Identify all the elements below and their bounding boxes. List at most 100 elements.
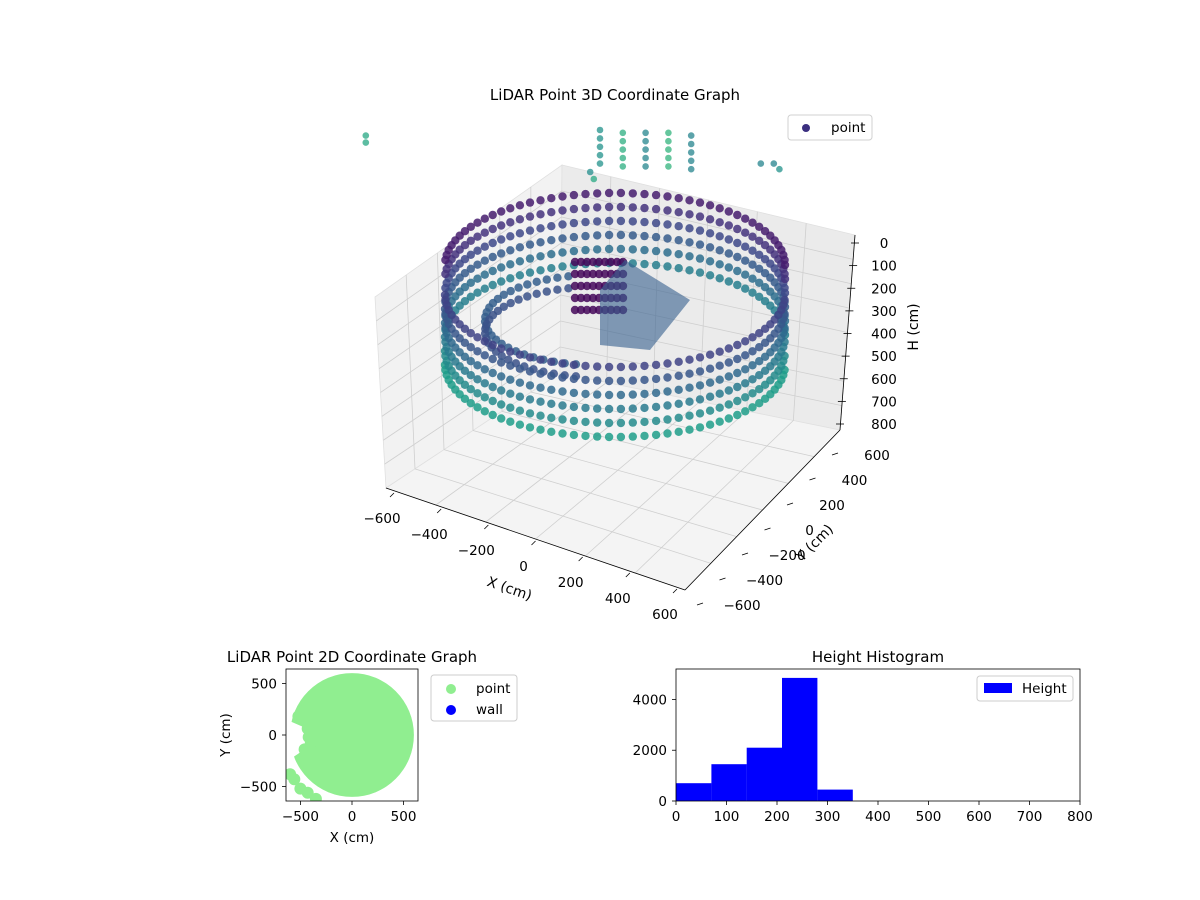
chart-2d-title: LiDAR Point 2D Coordinate Graph (227, 648, 477, 666)
y-tick-label-2d: 500 (251, 676, 277, 692)
outlier-point-3d (619, 154, 627, 162)
point-3d (569, 232, 579, 242)
point-3d (674, 264, 683, 273)
histogram-bar (676, 783, 712, 801)
x-tick-label-3d: −200 (458, 543, 495, 559)
point-3d (663, 206, 672, 215)
x-ticks-3d: −600 −400 −200 0 200 400 600 (363, 492, 678, 623)
point-3d (506, 375, 515, 384)
point-3d (547, 399, 556, 408)
point-3d (715, 218, 724, 227)
point-3d (536, 411, 545, 420)
point-3d (480, 256, 489, 265)
point-3d (570, 293, 580, 303)
point-3d (695, 381, 705, 390)
dense-point-region (600, 260, 690, 350)
point-3d (733, 396, 742, 406)
point-3d (460, 394, 470, 403)
point-3d (569, 360, 579, 370)
point-3d (755, 371, 764, 380)
point-3d (473, 288, 482, 297)
outlier-point-3d (586, 168, 594, 176)
point-3d (547, 357, 556, 366)
point-3d (473, 347, 482, 356)
point-3d (674, 371, 683, 380)
point-3d (497, 372, 506, 381)
point-3d (663, 429, 672, 438)
point-3d (570, 269, 580, 279)
point-3d (581, 431, 590, 441)
point-3d (594, 269, 604, 279)
point-3d (640, 431, 649, 441)
point-3d (674, 222, 683, 231)
point-3d (741, 379, 750, 388)
point-3d (628, 245, 637, 254)
point-3d (604, 202, 614, 212)
point-3d (525, 212, 535, 221)
point-3d (640, 217, 649, 227)
histogram-chart: Height Histogram 0 100 200 300 400 500 600 700 8… (633, 648, 1093, 825)
legend-2d-marker-wall (446, 705, 456, 715)
point-2d (309, 792, 322, 801)
y-ticks-2d: 500 0 −500 (240, 676, 286, 796)
point-3d (628, 432, 637, 441)
point-3d (695, 226, 705, 235)
legend-2d[interactable]: point wall (430, 674, 518, 722)
point-3d (780, 260, 790, 270)
point-3d (685, 266, 694, 275)
point-3d (506, 417, 515, 426)
point-3d (558, 429, 567, 438)
point-3d (741, 242, 750, 251)
point-3d (480, 228, 489, 237)
point-3d (497, 221, 506, 230)
histogram-x-tick-label: 300 (815, 809, 841, 825)
y-tick-label-3d: −400 (746, 573, 783, 589)
legend-3d[interactable]: point (787, 114, 873, 141)
y-tick-label-2d: −500 (240, 780, 277, 796)
point-3d (616, 216, 626, 226)
outlier-point-3d (665, 163, 672, 170)
point-3d (525, 226, 535, 235)
point-3d (569, 374, 579, 384)
point-3d (488, 238, 497, 248)
z-tick-label-3d: 400 (871, 327, 897, 343)
point-3d (515, 420, 525, 429)
point-cloud-3d (362, 126, 790, 442)
point-3d (705, 271, 715, 280)
point-3d (628, 362, 637, 371)
point-3d (760, 394, 770, 403)
legend-histogram[interactable]: Height (976, 675, 1074, 702)
outlier-point-3d (687, 157, 695, 165)
point-3d (532, 277, 541, 286)
point-3d (558, 248, 567, 257)
point-3d (685, 196, 694, 205)
point-3d (651, 218, 661, 228)
histogram-x-tick-label: 100 (714, 809, 740, 825)
legend-3d-label: point (831, 120, 865, 136)
z-tick-label-3d: 200 (871, 281, 897, 297)
point-3d (466, 236, 475, 245)
point-3d (593, 404, 602, 413)
point-3d (674, 357, 683, 366)
point-3d (536, 425, 545, 434)
point-3d (733, 238, 742, 248)
point-3d (760, 380, 770, 389)
point-3d (612, 257, 622, 267)
point-3d (724, 344, 733, 353)
point-3d (515, 229, 525, 238)
point-3d (600, 257, 610, 267)
point-3d (741, 214, 750, 223)
point-3d (569, 246, 579, 256)
outlier-point-3d (665, 146, 672, 153)
point-3d (628, 189, 637, 198)
point-3d (616, 418, 626, 428)
point-3d (506, 389, 515, 398)
point-3d (497, 249, 506, 258)
point-3d (755, 385, 764, 394)
point-3d (547, 371, 556, 380)
histogram-x-tick-label: 600 (966, 809, 992, 825)
point-3d (473, 361, 482, 370)
z-axis-line (839, 234, 856, 431)
point-3d (695, 409, 705, 418)
point-3d (651, 388, 661, 398)
